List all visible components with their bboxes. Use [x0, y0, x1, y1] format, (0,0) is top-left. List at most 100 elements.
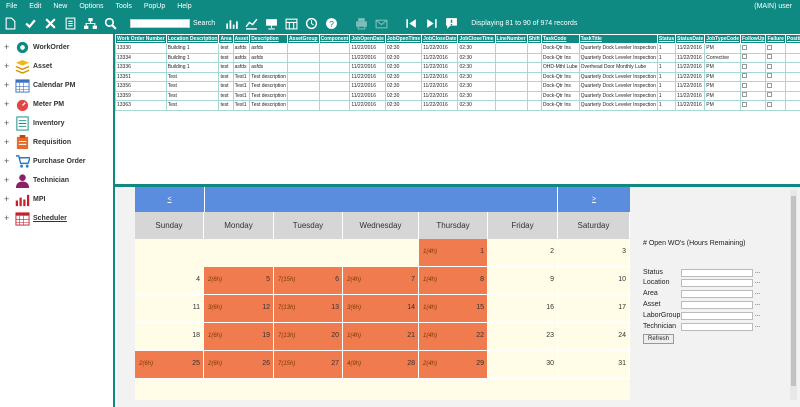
calendar-day[interactable]: 10	[558, 267, 630, 295]
open-wo-count[interactable]: 7(15h)	[278, 277, 296, 283]
table-row[interactable]: 13336 Building 1 test asfds asfds 11/22/2016 0…	[115, 62, 800, 73]
checkbox[interactable]	[767, 63, 773, 69]
column-header[interactable]: Work Order Number	[115, 34, 167, 44]
calendar-day[interactable]: 18	[135, 323, 204, 351]
open-wo-count[interactable]: 1(6h)	[208, 333, 223, 339]
pane-splitter[interactable]	[115, 184, 800, 187]
checkbox[interactable]	[767, 54, 773, 60]
next-month-button[interactable]: >	[558, 187, 630, 212]
lookup-button[interactable]: ...	[755, 279, 761, 285]
expand-icon[interactable]: +	[4, 213, 10, 223]
calendar-day[interactable]: 15 1(4h)	[419, 295, 488, 323]
menu-edit[interactable]: Edit	[29, 3, 42, 10]
expand-icon[interactable]: +	[4, 61, 10, 71]
open-wo-count[interactable]: 1(4h)	[423, 305, 438, 311]
calendar-day[interactable]: 14 3(6h)	[343, 295, 419, 323]
calendar-day[interactable]: 24	[558, 323, 630, 351]
lookup-button[interactable]: ...	[755, 269, 761, 275]
checkbox[interactable]	[741, 44, 747, 50]
column-header[interactable]: Status	[656, 34, 677, 44]
checkbox[interactable]	[767, 73, 773, 79]
scrollbar-thumb[interactable]	[791, 196, 796, 386]
calendar-day[interactable]: 2	[488, 239, 558, 267]
expand-icon[interactable]: +	[4, 80, 10, 90]
checkbox[interactable]	[767, 44, 773, 50]
area-field[interactable]	[681, 290, 753, 298]
column-header[interactable]: JobOpenDate	[349, 34, 386, 44]
calendar-day[interactable]: 16	[488, 295, 558, 323]
expand-icon[interactable]: +	[4, 175, 10, 185]
lookup-button[interactable]: ...	[755, 323, 761, 329]
calendar-day[interactable]: 5 2(6h)	[204, 267, 274, 295]
laborgroup-field[interactable]	[681, 312, 753, 320]
open-wo-count[interactable]: 1(4h)	[347, 333, 362, 339]
column-header[interactable]: TaskTitle	[578, 34, 658, 44]
calendar-day[interactable]: 1 1(4h)	[419, 239, 488, 267]
search-label[interactable]: Search	[193, 20, 216, 27]
lookup-button[interactable]: ...	[755, 312, 761, 318]
menu-file[interactable]: File	[6, 3, 18, 10]
column-header[interactable]: FollowUp	[739, 34, 767, 44]
calendar-day[interactable]: 7 2(4h)	[343, 267, 419, 295]
line-chart-icon[interactable]	[243, 16, 259, 32]
calendar-day[interactable]: 9	[488, 267, 558, 295]
column-header[interactable]: JobCloseTime	[457, 34, 496, 44]
column-header[interactable]: JobTypeCode	[704, 34, 741, 44]
sidebar-item-technician[interactable]: + Technician	[4, 172, 69, 188]
sidebar-item-purchase-order[interactable]: + Purchase Order	[4, 153, 86, 169]
search-input[interactable]	[130, 19, 190, 28]
open-wo-count[interactable]: 7(13h)	[278, 305, 296, 311]
column-header[interactable]: JobCloseDate	[421, 34, 459, 44]
lookup-button[interactable]: ...	[755, 301, 761, 307]
help-icon[interactable]: ?	[323, 16, 339, 32]
calendar-day[interactable]: 22 1(4h)	[419, 323, 488, 351]
expand-icon[interactable]: +	[4, 99, 10, 109]
calendar-day[interactable]: 13 7(13h)	[274, 295, 343, 323]
open-wo-count[interactable]: 2(4h)	[347, 277, 362, 283]
expand-icon[interactable]: +	[4, 137, 10, 147]
monitor-icon[interactable]	[263, 16, 279, 32]
open-wo-count[interactable]: 3(6h)	[347, 305, 362, 311]
calendar-day[interactable]: 12 3(6h)	[204, 295, 274, 323]
menu-help[interactable]: Help	[177, 3, 192, 10]
column-header[interactable]: StatusDate	[675, 34, 706, 44]
open-wo-count[interactable]: 2(4h)	[423, 361, 438, 367]
calendar-day[interactable]: 6 7(15h)	[274, 267, 343, 295]
column-header[interactable]: Description	[249, 34, 288, 44]
asset-field[interactable]	[681, 301, 753, 309]
table-row[interactable]: 13351 Test test Test1 Test description 11/22/…	[115, 71, 800, 82]
column-header[interactable]: Position	[784, 34, 800, 44]
calendar-day[interactable]: 11	[135, 295, 204, 323]
first-page-icon[interactable]	[403, 16, 419, 32]
print-icon[interactable]	[353, 16, 369, 32]
status-field[interactable]	[681, 269, 753, 277]
checkbox[interactable]	[741, 54, 747, 60]
table-row[interactable]: 13359 Test test Test1 Test description 11/22/…	[115, 90, 800, 101]
calendar-day[interactable]: 29 2(4h)	[419, 351, 488, 379]
column-header[interactable]: AssetGroup	[286, 34, 320, 44]
calendar-day[interactable]: 27 7(15h)	[274, 351, 343, 379]
open-wo-count[interactable]: 2(6h)	[208, 361, 223, 367]
refresh-button[interactable]: Refresh	[643, 334, 675, 344]
expand-icon[interactable]: +	[4, 118, 10, 128]
sidebar-item-mpi[interactable]: + MPI	[4, 191, 45, 207]
hierarchy-icon[interactable]	[82, 16, 98, 32]
calendar-day[interactable]: 8 1(4h)	[419, 267, 488, 295]
menu-popup[interactable]: PopUp	[143, 3, 166, 10]
expand-icon[interactable]: +	[4, 194, 10, 204]
checkbox[interactable]	[741, 73, 747, 79]
bar-chart-icon[interactable]	[223, 16, 239, 32]
column-header[interactable]: Shift	[526, 34, 542, 44]
open-wo-count[interactable]: 1(4h)	[423, 333, 438, 339]
sidebar-item-requisition[interactable]: + Requisition	[4, 134, 71, 150]
new-document-icon[interactable]	[2, 16, 18, 32]
last-page-icon[interactable]	[423, 16, 439, 32]
calendar-day[interactable]: 20 7(13h)	[274, 323, 343, 351]
calendar-day[interactable]: 4	[135, 267, 204, 295]
calendar-day[interactable]: 31	[558, 351, 630, 379]
calendar-day[interactable]: 19 1(6h)	[204, 323, 274, 351]
checkbox[interactable]	[741, 92, 747, 98]
table-row[interactable]: 13363 Test test Test1 Test description 11/22/…	[115, 100, 800, 111]
menu-options[interactable]: Options	[79, 3, 104, 10]
open-wo-count[interactable]: 2(6h)	[139, 361, 154, 367]
